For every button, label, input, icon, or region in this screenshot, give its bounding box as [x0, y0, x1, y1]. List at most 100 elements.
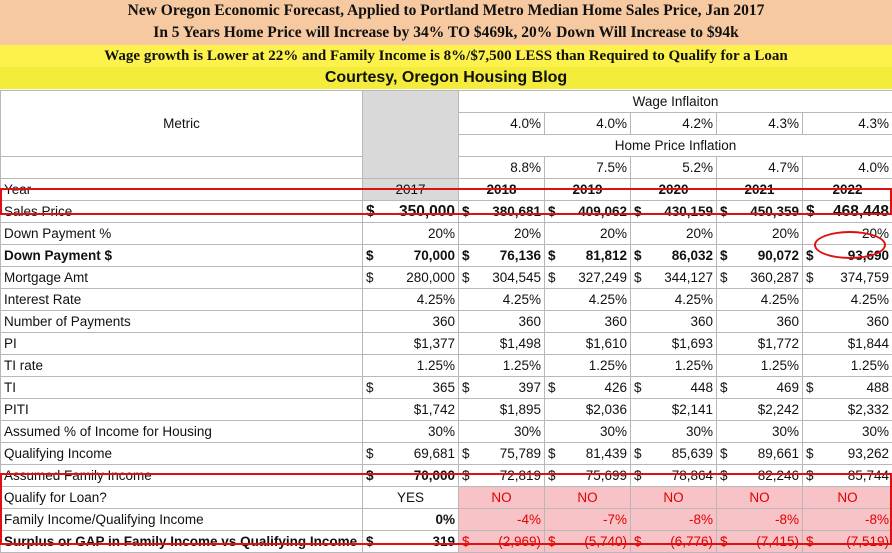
header-banner: New Oregon Economic Forecast, Applied to…	[0, 0, 892, 45]
cell-value: 75,789	[500, 444, 541, 464]
table-cell: 20%	[363, 223, 459, 245]
cell-value: $1,844	[848, 334, 889, 354]
currency-symbol: $	[806, 532, 814, 552]
row-label: Down Payment %	[1, 223, 363, 245]
cell-value: 448	[690, 378, 713, 398]
cell-value: (6,776)	[670, 532, 713, 552]
year-2020: 2020	[631, 179, 717, 201]
table-cell: $380,681	[459, 201, 545, 223]
currency-symbol: $	[548, 532, 556, 552]
row-label: Mortgage Amt	[1, 267, 363, 289]
table-cell: $ (6,776)	[631, 531, 717, 553]
table-cell: 1.25%	[631, 355, 717, 377]
table-cell: NO	[459, 487, 545, 509]
table-cell: 1.25%	[459, 355, 545, 377]
currency-symbol: $	[366, 444, 374, 464]
cell-value: 90,072	[758, 246, 799, 266]
table-row: Assumed Family Income$70,000$72,819$75,6…	[1, 465, 892, 487]
table-cell: $93,262	[803, 443, 892, 465]
currency-symbol: $	[366, 466, 374, 486]
cell-value: -8%	[689, 510, 713, 530]
currency-symbol: $	[720, 246, 728, 266]
header-line-1: New Oregon Economic Forecast, Applied to…	[0, 0, 892, 22]
home-price-inflation-label: Home Price Inflation	[459, 135, 892, 157]
table-cell: 4.25%	[363, 289, 459, 311]
cell-value: 20%	[428, 224, 455, 244]
table-cell: $69,681	[363, 443, 459, 465]
cell-value: 30%	[600, 422, 627, 442]
table-cell: $85,639	[631, 443, 717, 465]
cell-value: -7%	[603, 510, 627, 530]
cell-value: 430,159	[664, 202, 713, 222]
header-line-2: In 5 Years Home Price will Increase by 3…	[0, 22, 892, 44]
year-2019: 2019	[545, 179, 631, 201]
table-cell: 360	[545, 311, 631, 333]
table-cell: 20%	[803, 223, 892, 245]
table-cell: $2,242	[717, 399, 803, 421]
home-rate-3: 4.7%	[717, 157, 803, 179]
cell-value: 81,439	[586, 444, 627, 464]
table-cell: -8%	[717, 509, 803, 531]
cell-value: 30%	[514, 422, 541, 442]
currency-symbol: $	[366, 268, 374, 288]
row-label: Assumed % of Income for Housing	[1, 421, 363, 443]
table-cell: 30%	[631, 421, 717, 443]
currency-symbol: $	[462, 268, 470, 288]
cell-value: 350,000	[399, 202, 455, 222]
table-cell: $85,744	[803, 465, 892, 487]
cell-value: $2,332	[848, 400, 889, 420]
wage-rate-3: 4.3%	[717, 113, 803, 135]
table-cell: $409,062	[545, 201, 631, 223]
table-cell: $450,359	[717, 201, 803, 223]
cell-value: -8%	[775, 510, 799, 530]
cell-value: 360,287	[750, 268, 799, 288]
table-cell: NO	[717, 487, 803, 509]
home-rate-4: 4.0%	[803, 157, 892, 179]
cell-value: 4.25%	[503, 290, 541, 310]
home-rate-0: 8.8%	[459, 157, 545, 179]
cell-value: NO	[663, 488, 683, 508]
table-cell: $70,000	[363, 245, 459, 267]
courtesy-label: Courtesy, Oregon Housing Blog	[0, 67, 892, 89]
cell-value: 70,000	[414, 466, 455, 486]
metric-header: Metric	[1, 91, 363, 157]
table-cell: 360	[459, 311, 545, 333]
currency-symbol: $	[720, 268, 728, 288]
cell-value: $1,610	[586, 334, 627, 354]
table-cell: NO	[631, 487, 717, 509]
year-2017: 2017	[363, 179, 459, 201]
cell-value: 397	[518, 378, 541, 398]
currency-symbol: $	[806, 268, 814, 288]
table-cell: 1.25%	[803, 355, 892, 377]
cell-value: 30%	[772, 422, 799, 442]
currency-symbol: $	[462, 466, 470, 486]
cell-value: 4.25%	[417, 290, 455, 310]
cell-value: -8%	[865, 510, 889, 530]
cell-value: NO	[491, 488, 511, 508]
cell-value: 86,032	[672, 246, 713, 266]
table-cell: $76,136	[459, 245, 545, 267]
home-rate-2: 5.2%	[631, 157, 717, 179]
empty-cell	[1, 157, 363, 179]
cell-value: 20%	[514, 224, 541, 244]
table-cell: $81,439	[545, 443, 631, 465]
table-cell: $(7,519)	[803, 531, 892, 553]
cell-value: 304,545	[492, 268, 541, 288]
wage-rate-4: 4.3%	[803, 113, 892, 135]
currency-symbol: $	[366, 532, 374, 552]
year-2022: 2022	[803, 179, 892, 201]
table-cell: 1.25%	[717, 355, 803, 377]
table-cell: 360	[803, 311, 892, 333]
cell-value: 469	[776, 378, 799, 398]
cell-value: 1.25%	[761, 356, 799, 376]
table-cell: $365	[363, 377, 459, 399]
cell-value: $1,742	[414, 400, 455, 420]
currency-symbol: $	[634, 532, 642, 552]
table-row: Surplus or GAP in Family Income vs Quali…	[1, 531, 892, 553]
cell-value: NO	[577, 488, 597, 508]
currency-symbol: $	[720, 202, 728, 222]
